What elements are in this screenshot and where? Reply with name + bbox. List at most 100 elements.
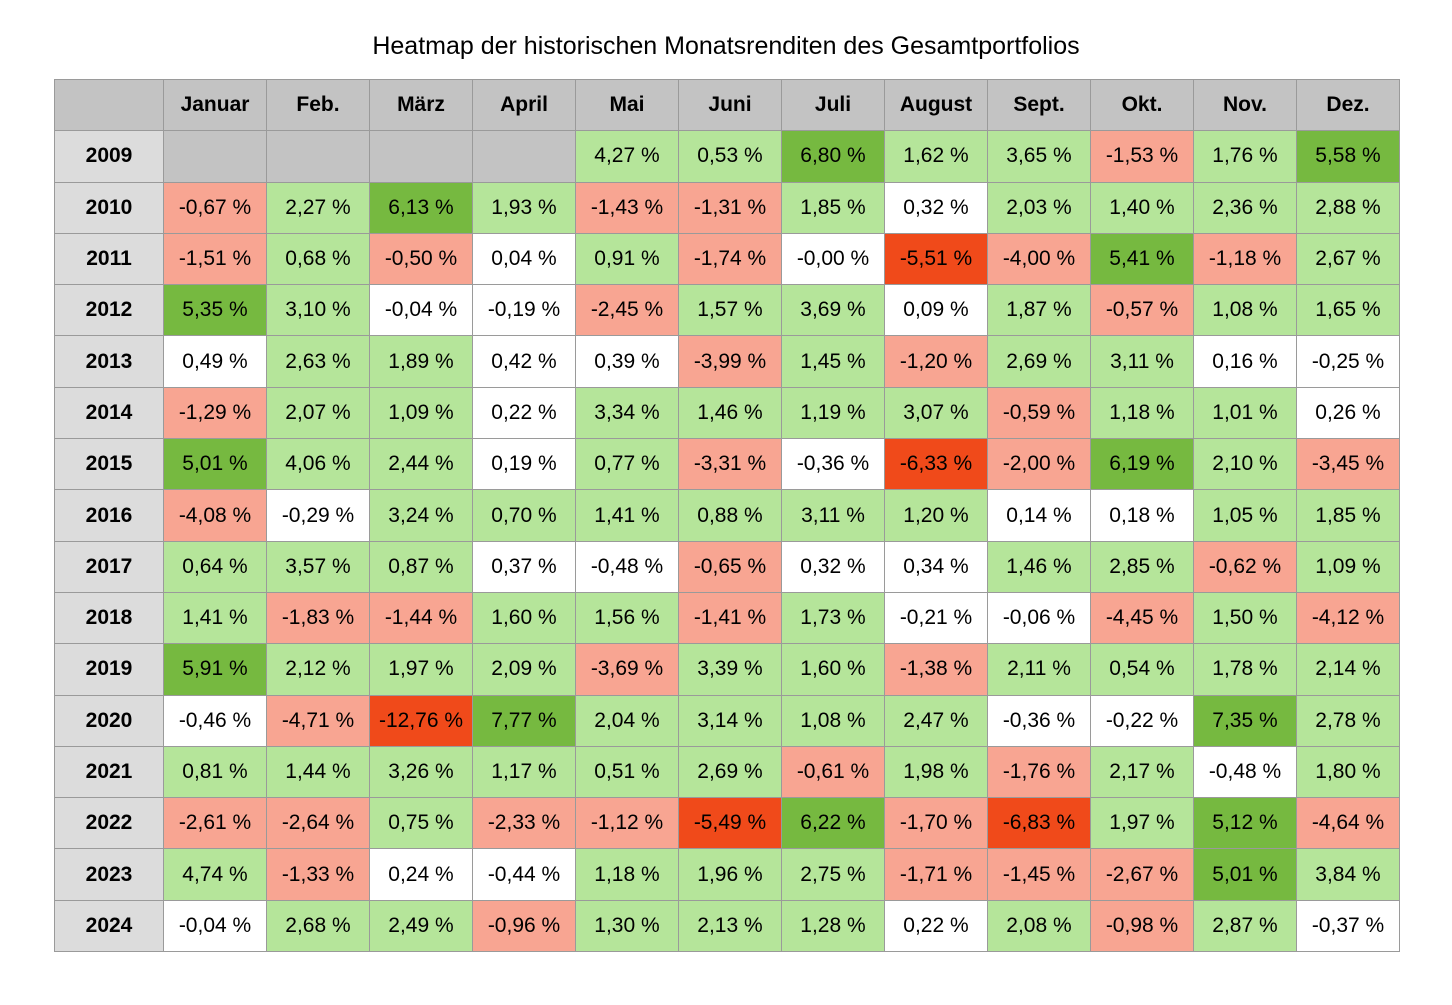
heatmap-cell: -0,46 % bbox=[163, 694, 267, 747]
heatmap-cell: 1,60 % bbox=[472, 591, 576, 645]
heatmap-cell: 2,17 % bbox=[1090, 745, 1194, 799]
heatmap-cell: 6,22 % bbox=[781, 797, 885, 850]
heatmap-cell: -0,29 % bbox=[266, 489, 370, 542]
heatmap-cell: 1,56 % bbox=[575, 591, 679, 645]
column-header-nov: Nov. bbox=[1193, 78, 1297, 132]
table-row: 2019 5,91 % 2,12 % 1,97 % 2,09 % -3,69 % 3,39 … bbox=[54, 643, 1400, 696]
heatmap-cell: -2,00 % bbox=[987, 438, 1091, 491]
heatmap-cell: 3,10 % bbox=[266, 284, 370, 337]
heatmap-cell: 1,41 % bbox=[575, 489, 679, 542]
heatmap-cell: -0,57 % bbox=[1090, 284, 1194, 337]
heatmap-cell: 3,24 % bbox=[369, 489, 473, 542]
heatmap-cell: -1,44 % bbox=[369, 591, 473, 645]
heatmap-cell: -6,33 % bbox=[884, 438, 988, 491]
column-header-dez: Dez. bbox=[1296, 78, 1400, 132]
heatmap-body: 2009 4,27 % 0,53 % 6,80 % 1,62 % 3,65 % -1,53 … bbox=[54, 130, 1400, 953]
heatmap-cell: 1,65 % bbox=[1296, 284, 1400, 337]
heatmap-cell: 2,36 % bbox=[1193, 181, 1297, 234]
heatmap-cell: -0,98 % bbox=[1090, 899, 1194, 953]
heatmap-cell: 1,44 % bbox=[266, 745, 370, 799]
heatmap-cell: 3,34 % bbox=[575, 386, 679, 440]
heatmap-cell bbox=[266, 130, 370, 183]
column-header-okt: Okt. bbox=[1090, 78, 1194, 132]
row-header-year: 2015 bbox=[54, 438, 164, 491]
heatmap-cell: -0,25 % bbox=[1296, 335, 1400, 388]
heatmap-cell: -0,44 % bbox=[472, 848, 576, 901]
heatmap-cell: 5,41 % bbox=[1090, 232, 1194, 286]
column-header-juli: Juli bbox=[781, 78, 885, 132]
heatmap-cell: 0,22 % bbox=[884, 899, 988, 953]
heatmap-cell: -1,38 % bbox=[884, 643, 988, 696]
heatmap-cell: 1,09 % bbox=[1296, 540, 1400, 593]
heatmap-cell: 0,75 % bbox=[369, 797, 473, 850]
heatmap-cell: 2,14 % bbox=[1296, 643, 1400, 696]
heatmap-cell: 2,69 % bbox=[678, 745, 782, 799]
heatmap-cell: -0,59 % bbox=[987, 386, 1091, 440]
heatmap-cell: 1,73 % bbox=[781, 591, 885, 645]
heatmap-cell: 1,40 % bbox=[1090, 181, 1194, 234]
heatmap-cell: 5,58 % bbox=[1296, 130, 1400, 183]
heatmap-cell: 1,08 % bbox=[781, 694, 885, 747]
heatmap-cell: 0,88 % bbox=[678, 489, 782, 542]
heatmap-cell: -0,61 % bbox=[781, 745, 885, 799]
header-row: Januar Feb. März April Mai Juni Juli Aug… bbox=[54, 78, 1400, 132]
column-header-feb: Feb. bbox=[266, 78, 370, 132]
table-row: 2021 0,81 % 1,44 % 3,26 % 1,17 % 0,51 % 2,69 %… bbox=[54, 745, 1400, 799]
heatmap-cell: -5,49 % bbox=[678, 797, 782, 850]
heatmap-cell: -5,51 % bbox=[884, 232, 988, 286]
heatmap-cell: -2,61 % bbox=[163, 797, 267, 850]
heatmap-cell: 4,06 % bbox=[266, 438, 370, 491]
heatmap-cell: 0,19 % bbox=[472, 438, 576, 491]
heatmap-cell: 1,89 % bbox=[369, 335, 473, 388]
heatmap-cell: -0,37 % bbox=[1296, 899, 1400, 953]
heatmap-cell: 2,13 % bbox=[678, 899, 782, 953]
heatmap-cell: 3,69 % bbox=[781, 284, 885, 337]
heatmap-cell: 1,45 % bbox=[781, 335, 885, 388]
row-header-year: 2012 bbox=[54, 284, 164, 337]
heatmap-cell: 2,10 % bbox=[1193, 438, 1297, 491]
heatmap-cell: 5,91 % bbox=[163, 643, 267, 696]
heatmap-cell: 6,19 % bbox=[1090, 438, 1194, 491]
heatmap-cell: -1,41 % bbox=[678, 591, 782, 645]
heatmap-cell: 0,24 % bbox=[369, 848, 473, 901]
heatmap-cell: 1,80 % bbox=[1296, 745, 1400, 799]
corner-cell bbox=[54, 78, 164, 132]
table-row: 2024 -0,04 % 2,68 % 2,49 % -0,96 % 1,30 % 2,13… bbox=[54, 899, 1400, 953]
heatmap-cell: 1,46 % bbox=[987, 540, 1091, 593]
heatmap-cell: -1,70 % bbox=[884, 797, 988, 850]
heatmap-cell: -1,18 % bbox=[1193, 232, 1297, 286]
column-header-maerz: März bbox=[369, 78, 473, 132]
heatmap-table: Januar Feb. März April Mai Juni Juli Aug… bbox=[54, 78, 1400, 953]
table-row: 2015 5,01 % 4,06 % 2,44 % 0,19 % 0,77 % -3,31 … bbox=[54, 438, 1400, 491]
heatmap-cell: -4,12 % bbox=[1296, 591, 1400, 645]
heatmap-cell: 1,50 % bbox=[1193, 591, 1297, 645]
heatmap-cell: 2,68 % bbox=[266, 899, 370, 953]
heatmap-cell: 1,85 % bbox=[1296, 489, 1400, 542]
heatmap-cell: -3,45 % bbox=[1296, 438, 1400, 491]
chart-title: Heatmap der historischen Monatsrenditen … bbox=[372, 32, 1080, 60]
heatmap-cell: 2,04 % bbox=[575, 694, 679, 747]
heatmap-cell: -0,50 % bbox=[369, 232, 473, 286]
row-header-year: 2020 bbox=[54, 694, 164, 747]
heatmap-cell: -0,04 % bbox=[163, 899, 267, 953]
column-header-januar: Januar bbox=[163, 78, 267, 132]
heatmap-cell: -0,06 % bbox=[987, 591, 1091, 645]
heatmap-cell: 1,60 % bbox=[781, 643, 885, 696]
table-row: 2011 -1,51 % 0,68 % -0,50 % 0,04 % 0,91 % -1,7… bbox=[54, 232, 1400, 286]
heatmap-cell: 1,05 % bbox=[1193, 489, 1297, 542]
row-header-year: 2021 bbox=[54, 745, 164, 799]
heatmap-cell: -1,71 % bbox=[884, 848, 988, 901]
heatmap-cell: -1,76 % bbox=[987, 745, 1091, 799]
heatmap-cell: 3,39 % bbox=[678, 643, 782, 696]
heatmap-cell: -1,53 % bbox=[1090, 130, 1194, 183]
heatmap-cell: 1,17 % bbox=[472, 745, 576, 799]
row-header-year: 2023 bbox=[54, 848, 164, 901]
heatmap-cell: 2,75 % bbox=[781, 848, 885, 901]
heatmap-cell: 0,18 % bbox=[1090, 489, 1194, 542]
heatmap-cell: -4,00 % bbox=[987, 232, 1091, 286]
heatmap-cell: 2,09 % bbox=[472, 643, 576, 696]
heatmap-cell: -1,12 % bbox=[575, 797, 679, 850]
heatmap-cell: 6,80 % bbox=[781, 130, 885, 183]
heatmap-cell: -1,45 % bbox=[987, 848, 1091, 901]
heatmap-cell: 2,88 % bbox=[1296, 181, 1400, 234]
